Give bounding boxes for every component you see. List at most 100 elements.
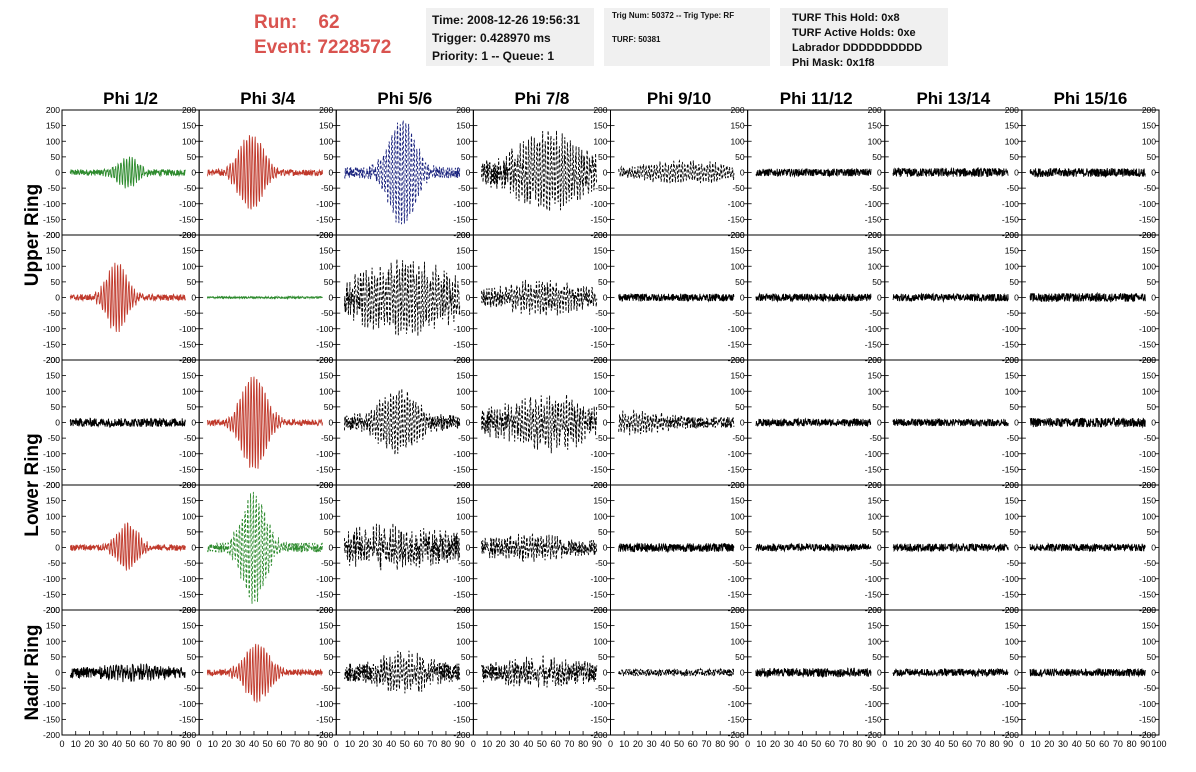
y-tick-label: 0	[603, 668, 608, 678]
x-tick-label: 40	[112, 739, 122, 749]
x-tick-label: 50	[400, 739, 410, 749]
y-tick-label: -100	[1002, 199, 1019, 209]
waveform-trace	[481, 394, 598, 454]
y-tick-label: 50	[461, 652, 471, 662]
y-tick-label: 150	[1142, 121, 1156, 131]
waveform-trace	[618, 409, 735, 436]
y-tick-label: -200	[179, 730, 196, 740]
y-tick-label: 150	[319, 371, 333, 381]
y-tick-label: -100	[728, 574, 745, 584]
y-tick-label: 50	[598, 277, 608, 287]
x-tick-label: 20	[633, 739, 643, 749]
y-tick-label: -100	[865, 699, 882, 709]
y-tick-label: -150	[590, 339, 607, 349]
waveform-trace	[69, 663, 186, 683]
y-tick-label: -100	[179, 699, 196, 709]
y-tick-label: -100	[1002, 699, 1019, 709]
y-tick-label: -150	[1139, 714, 1156, 724]
y-tick-label: 100	[319, 386, 333, 396]
y-tick-label: -150	[43, 714, 60, 724]
y-tick-label: 200	[730, 230, 744, 240]
y-tick-label: -150	[316, 589, 333, 599]
y-tick-label: -150	[865, 714, 882, 724]
y-tick-label: -50	[732, 683, 745, 693]
y-tick-label: 200	[46, 230, 60, 240]
y-tick-label: 150	[1005, 496, 1019, 506]
phi-column-label: Phi 9/10	[647, 89, 711, 108]
x-tick-label: 50	[1085, 739, 1095, 749]
x-tick-label: 0	[197, 739, 202, 749]
phi-column-label: Phi 1/2	[103, 89, 158, 108]
y-tick-label: -50	[184, 558, 197, 568]
y-tick-label: -200	[453, 730, 470, 740]
time-text: Time: 2008-12-26 19:56:31	[432, 13, 580, 27]
y-tick-label: -50	[869, 433, 882, 443]
y-tick-label: 0	[329, 668, 334, 678]
y-tick-label: 0	[329, 293, 334, 303]
y-tick-label: 100	[182, 386, 196, 396]
y-tick-label: 200	[182, 605, 196, 615]
y-tick-label: 100	[456, 511, 470, 521]
waveform-trace	[481, 279, 598, 316]
y-tick-label: 50	[51, 652, 61, 662]
y-tick-label: -100	[316, 324, 333, 334]
run-line: Run: 62	[254, 10, 391, 35]
y-tick-label: 100	[456, 386, 470, 396]
y-tick-label: 100	[46, 511, 60, 521]
x-tick-label: 30	[647, 739, 657, 749]
y-tick-label: 150	[730, 496, 744, 506]
y-tick-label: 50	[872, 402, 882, 412]
y-tick-label: -100	[865, 324, 882, 334]
y-tick-label: -150	[590, 714, 607, 724]
y-tick-label: -150	[728, 214, 745, 224]
y-tick-label: 200	[1005, 105, 1019, 115]
x-tick-label: 60	[962, 739, 972, 749]
y-tick-label: 50	[735, 402, 745, 412]
waveform-trace	[1029, 416, 1146, 429]
y-tick-label: 100	[319, 261, 333, 271]
y-tick-label: 0	[329, 418, 334, 428]
y-tick-label: -100	[1139, 199, 1156, 209]
y-tick-label: -50	[869, 558, 882, 568]
y-tick-label: 150	[46, 496, 60, 506]
x-tick-label: 30	[98, 739, 108, 749]
x-tick-label: 80	[441, 739, 451, 749]
x-tick-label: 40	[523, 739, 533, 749]
y-tick-label: -150	[453, 339, 470, 349]
y-tick-label: 0	[1014, 668, 1019, 678]
x-tick-label: 50	[674, 739, 684, 749]
y-tick-label: 100	[1005, 261, 1019, 271]
y-tick-label: -50	[1144, 433, 1157, 443]
waveform-trace	[344, 523, 461, 571]
x-tick-label: 30	[921, 739, 931, 749]
y-tick-label: 0	[1014, 168, 1019, 178]
y-tick-label: 150	[730, 121, 744, 131]
y-tick-label: 100	[456, 636, 470, 646]
y-tick-label: -150	[1002, 464, 1019, 474]
y-tick-label: 200	[730, 480, 744, 490]
y-tick-label: 50	[1147, 277, 1157, 287]
y-tick-label: 150	[46, 246, 60, 256]
y-tick-label: 150	[456, 246, 470, 256]
y-tick-label: 100	[593, 261, 607, 271]
x-tick-label: 80	[304, 739, 314, 749]
y-tick-label: 50	[735, 152, 745, 162]
time-info-box: Time: 2008-12-26 19:56:31 Trigger: 0.428…	[426, 8, 594, 66]
y-tick-label: 100	[593, 636, 607, 646]
y-tick-label: 100	[1142, 386, 1156, 396]
y-tick-label: 100	[730, 511, 744, 521]
y-tick-label: 0	[191, 543, 196, 553]
y-tick-label: 0	[466, 668, 471, 678]
x-tick-label: 90	[592, 739, 602, 749]
waveform-trace	[755, 667, 872, 679]
x-tick-label: 40	[935, 739, 945, 749]
y-tick-label: -100	[179, 199, 196, 209]
y-tick-label: 150	[730, 371, 744, 381]
y-tick-label: 200	[456, 480, 470, 490]
y-tick-label: 50	[461, 527, 471, 537]
run-value: 62	[318, 12, 340, 33]
y-tick-label: 150	[319, 246, 333, 256]
y-tick-label: 200	[1005, 355, 1019, 365]
y-tick-label: 50	[187, 527, 197, 537]
y-tick-label: 50	[187, 277, 197, 287]
